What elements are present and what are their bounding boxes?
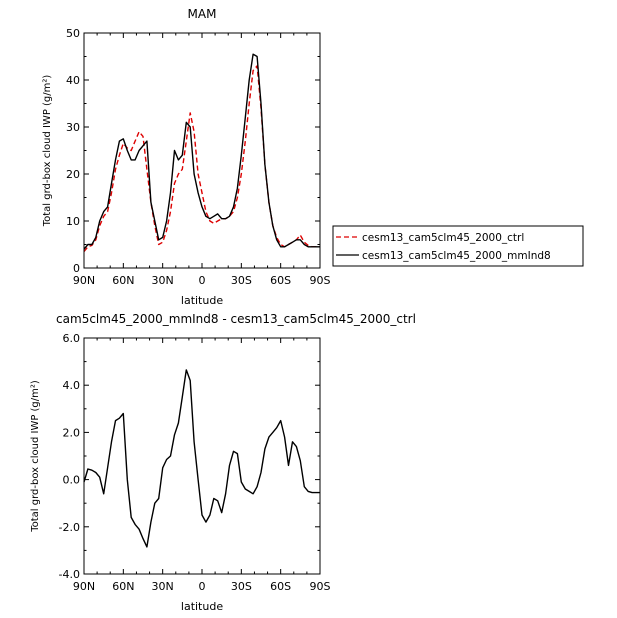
legend-label-ctrl: cesm13_cam5clm45_2000_ctrl	[362, 232, 524, 244]
bottom-y-axis-label: Total grd-box cloud IWP (g/m²)	[30, 380, 41, 533]
x-tick-label: 30N	[152, 580, 174, 593]
y-tick-label: 2.0	[63, 426, 81, 439]
series-line-difference-0	[83, 369, 320, 548]
bottom-chart-title: cam5clm45_2000_mmInd8 - cesm13_cam5clm45…	[56, 312, 416, 326]
y-tick-label: 20	[66, 168, 80, 181]
y-tick-label: 4.0	[63, 379, 81, 392]
x-tick-label: 30S	[231, 580, 252, 593]
top-y-axis-label: Total grd-box cloud IWP (g/m²)	[42, 75, 53, 228]
y-tick-label: 6.0	[63, 332, 81, 345]
x-tick-label: 30S	[231, 274, 252, 287]
y-tick-label: 40	[66, 74, 80, 87]
top-chart-ticks: 90N 60N 30N 0 30S 60S 90S 0 10 20 30 40 50	[66, 27, 331, 287]
bottom-chart-ticks: 90N 60N 30N 0 30S 60S 90S -4.0 -2.0 0.0 2.0 4.0 6.0	[59, 332, 331, 593]
top-panel: MAM 90N 60N 30N 0 30S 60S 90S 0 10 20 30 40 50 latit…	[42, 7, 584, 307]
y-tick-label: 30	[66, 121, 80, 134]
y-tick-label: -2.0	[59, 521, 80, 534]
x-tick-label: 90S	[310, 580, 331, 593]
x-tick-label: 60S	[270, 274, 291, 287]
legend-box	[332, 225, 584, 267]
top-x-axis-label: latitude	[181, 294, 223, 307]
series-line-cesm13_cam5clm45_2000_ctrl	[83, 65, 320, 253]
x-tick-label: 60N	[112, 580, 134, 593]
bottom-panel: cam5clm45_2000_mmInd8 - cesm13_cam5clm45…	[30, 312, 416, 613]
top-chart-title: MAM	[188, 7, 217, 21]
series-line-cesm13_cam5clm45_2000_mmInd8	[83, 53, 320, 250]
x-tick-label: 60N	[112, 274, 134, 287]
y-tick-label: 50	[66, 27, 80, 40]
x-tick-label: 30N	[152, 274, 174, 287]
top-plot-frame	[83, 32, 321, 269]
top-legend: cesm13_cam5clm45_2000_ctrl cesm13_cam5cl…	[332, 225, 584, 267]
x-tick-label: 60S	[270, 580, 291, 593]
bottom-plot-frame	[83, 337, 321, 575]
x-tick-label: 90N	[73, 580, 95, 593]
top-chart-series	[83, 53, 320, 253]
bottom-x-axis-label: latitude	[181, 600, 223, 613]
legend-label-mmind8: cesm13_cam5clm45_2000_mmInd8	[362, 250, 551, 262]
x-tick-label: 0	[199, 580, 206, 593]
y-tick-label: 10	[66, 215, 80, 228]
y-tick-label: -4.0	[59, 568, 80, 581]
x-tick-label: 90N	[73, 274, 95, 287]
bottom-chart-series	[83, 369, 320, 548]
x-tick-label: 0	[199, 274, 206, 287]
y-tick-label: 0	[73, 262, 80, 275]
y-tick-label: 0.0	[63, 474, 81, 487]
x-tick-label: 90S	[310, 274, 331, 287]
